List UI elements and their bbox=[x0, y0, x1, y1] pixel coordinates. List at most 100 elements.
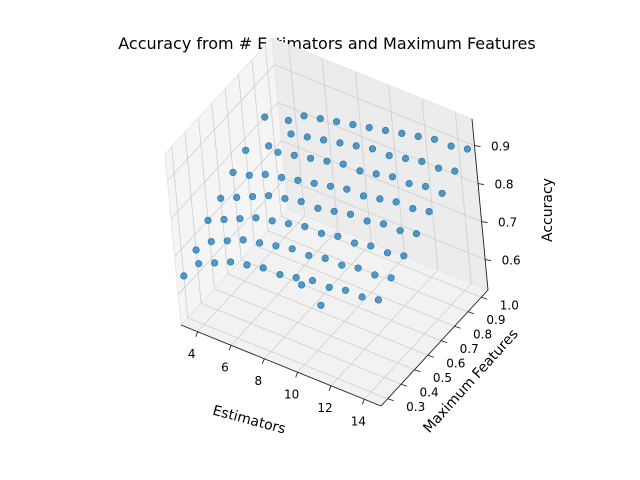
data-point bbox=[297, 198, 305, 206]
data-point bbox=[358, 293, 366, 301]
data-point bbox=[265, 192, 273, 200]
data-point bbox=[320, 136, 328, 144]
data-point bbox=[317, 229, 326, 237]
z-gridline bbox=[170, 102, 279, 219]
data-point bbox=[294, 176, 302, 184]
data-point bbox=[236, 215, 244, 223]
data-point bbox=[354, 264, 362, 272]
y-gridline bbox=[254, 244, 455, 327]
y-tick-label: 0.4 bbox=[420, 385, 439, 399]
data-point bbox=[227, 258, 235, 266]
data-point bbox=[401, 154, 410, 163]
data-point bbox=[321, 254, 329, 262]
data-point bbox=[343, 185, 351, 193]
data-point bbox=[379, 220, 388, 228]
y-tick-label: 0.7 bbox=[460, 342, 479, 356]
data-point bbox=[392, 198, 400, 206]
data-point bbox=[363, 217, 371, 225]
data-point bbox=[381, 126, 390, 135]
data-point bbox=[217, 194, 225, 202]
x-gridline bbox=[230, 228, 339, 346]
z-axis-label: Accuracy bbox=[540, 178, 556, 242]
data-point bbox=[438, 189, 446, 197]
data-point bbox=[434, 164, 443, 172]
x-axis-label: Estimators bbox=[211, 403, 287, 438]
data-point bbox=[418, 157, 426, 165]
data-point bbox=[372, 170, 380, 178]
data-point bbox=[330, 207, 338, 215]
x-axis-line bbox=[180, 324, 382, 407]
data-point bbox=[334, 232, 342, 240]
data-point bbox=[301, 223, 309, 231]
z-tick-mark bbox=[477, 183, 485, 186]
x-tick-label: 10 bbox=[284, 387, 299, 401]
data-point bbox=[336, 139, 344, 147]
x-tick-mark bbox=[228, 345, 232, 351]
x-tick-label: 8 bbox=[255, 374, 263, 388]
data-point bbox=[387, 274, 395, 282]
z-tick-mark bbox=[485, 259, 492, 262]
data-point bbox=[292, 274, 300, 282]
data-point bbox=[323, 157, 331, 165]
data-point bbox=[339, 160, 347, 168]
data-point bbox=[303, 133, 311, 141]
data-point bbox=[376, 195, 384, 203]
data-point bbox=[207, 238, 215, 246]
data-point bbox=[421, 182, 430, 191]
data-point bbox=[261, 113, 269, 121]
y-axis-line bbox=[380, 289, 489, 407]
data-point bbox=[316, 115, 324, 123]
data-point bbox=[195, 260, 203, 268]
data-point bbox=[463, 145, 472, 153]
data-point bbox=[310, 179, 318, 187]
y-tick-label: 0.6 bbox=[446, 356, 465, 370]
data-point bbox=[451, 167, 459, 175]
x-tick-mark bbox=[361, 399, 365, 405]
y-gridline bbox=[184, 132, 202, 304]
axes-panes bbox=[164, 36, 489, 407]
data-point bbox=[346, 210, 355, 218]
y-gridline bbox=[187, 317, 388, 400]
x-tick-label: 6 bbox=[221, 360, 229, 374]
y-gridline bbox=[251, 59, 269, 231]
x-gridline bbox=[354, 71, 372, 243]
grid-lines bbox=[167, 44, 486, 400]
data-point bbox=[192, 246, 200, 254]
y-gridline bbox=[214, 288, 415, 371]
z-gridline bbox=[167, 64, 275, 181]
scatter-points bbox=[180, 112, 472, 309]
data-point bbox=[204, 216, 212, 224]
data-point bbox=[284, 116, 293, 124]
data-point bbox=[396, 227, 404, 235]
y-gridline bbox=[267, 230, 469, 313]
z-tick-label: 0.8 bbox=[494, 178, 513, 192]
y-tick-mark bbox=[414, 369, 421, 373]
data-point bbox=[268, 217, 276, 225]
y-gridline bbox=[264, 45, 282, 217]
data-point bbox=[252, 214, 260, 222]
data-point bbox=[305, 251, 313, 260]
data-point bbox=[368, 145, 377, 153]
y-gridline bbox=[211, 103, 229, 275]
data-point bbox=[249, 193, 257, 201]
x-gridline bbox=[264, 242, 372, 360]
data-point bbox=[383, 249, 392, 257]
data-point bbox=[388, 173, 397, 181]
data-point bbox=[211, 259, 219, 267]
x-gridline bbox=[321, 58, 339, 230]
data-point bbox=[350, 239, 359, 247]
x-tick-label: 14 bbox=[351, 414, 366, 428]
data-point bbox=[287, 130, 295, 138]
y-gridline bbox=[198, 117, 215, 289]
x-tick-mark bbox=[261, 358, 265, 364]
data-point bbox=[261, 170, 269, 178]
y-gridline bbox=[171, 146, 189, 318]
y-tick-mark bbox=[400, 383, 408, 387]
z-tick-label: 0.6 bbox=[502, 254, 521, 268]
data-point bbox=[245, 171, 253, 179]
data-point bbox=[356, 167, 364, 175]
y-tick-mark bbox=[481, 296, 488, 300]
z-tick-label: 0.9 bbox=[491, 140, 510, 154]
data-point bbox=[425, 208, 433, 216]
